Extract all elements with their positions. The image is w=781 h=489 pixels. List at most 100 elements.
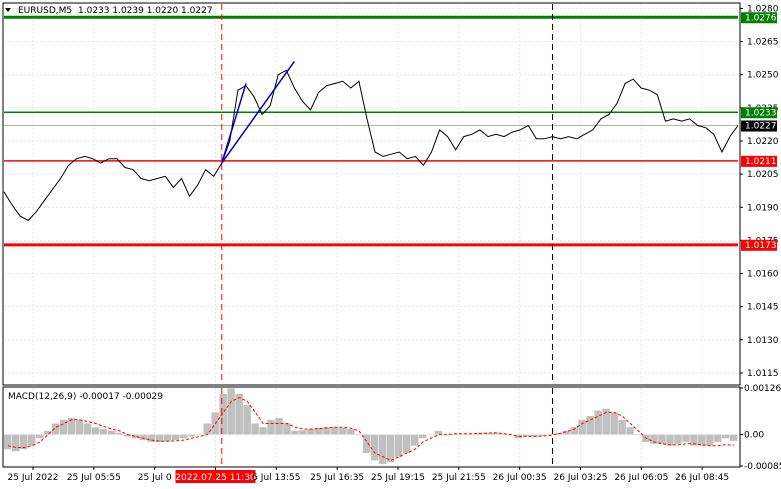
macd-bar — [626, 427, 634, 435]
macd-bar — [674, 434, 682, 444]
macd-bar — [698, 434, 706, 446]
y-tick-label: 1.0160 — [747, 270, 779, 280]
macd-histogram — [4, 388, 738, 465]
macd-bar — [35, 434, 44, 439]
x-tick-label: 25 Jul 0 — [138, 473, 172, 483]
macd-y-axis: 0.00126 0.00 -0.00085 — [740, 384, 781, 472]
markers-group — [221, 4, 553, 466]
macd-bar — [275, 417, 283, 435]
chevron-down-icon[interactable] — [5, 8, 11, 12]
level-badge — [741, 155, 777, 167]
macd-bar — [171, 434, 180, 441]
macd-bar — [602, 408, 610, 435]
grid — [4, 4, 738, 466]
macd-bar — [434, 430, 443, 435]
macd-bar — [722, 434, 730, 439]
level-badge — [741, 120, 777, 132]
macd-signal-line — [7, 397, 735, 462]
macd-bar — [147, 434, 156, 442]
x-tick-label: 26 Jul 00:35 — [493, 473, 547, 483]
price-line — [3, 69, 739, 222]
macd-signal-group — [7, 397, 735, 462]
macd-bar — [394, 434, 403, 457]
trend-line — [221, 61, 295, 164]
macd-bar — [331, 427, 339, 435]
macd-bar — [650, 434, 658, 444]
macd-bar — [586, 416, 594, 435]
y-tick-label: 1.0265 — [747, 38, 779, 48]
macd-bar — [139, 434, 148, 441]
level-badge-label: 1.0233 — [745, 108, 777, 118]
macd-bar — [418, 434, 427, 439]
macd-bar — [347, 429, 355, 435]
x-tick-label: 26 Jul 08:45 — [675, 473, 729, 483]
y-tick-label: 1.0190 — [747, 203, 779, 213]
macd-bar — [498, 433, 507, 435]
level-badges: 1.0276 1.0233 1.0227 1.0211 1.0173 — [741, 12, 777, 251]
macd-bar — [123, 434, 132, 437]
y-tick-label: 1.0115 — [747, 369, 779, 379]
macd-bar — [27, 434, 36, 446]
macd-bar — [11, 434, 20, 452]
macd-bar — [554, 432, 562, 435]
macd-bar — [315, 427, 323, 435]
macd-bar — [634, 434, 642, 436]
y-tick-label: -0.00085 — [744, 462, 781, 472]
macd-bar — [227, 388, 235, 435]
macd-bar — [482, 432, 491, 435]
x-tick-label: 2022.07.25 11:30 — [175, 473, 256, 483]
macd-bar — [219, 393, 227, 435]
macd-bar — [666, 434, 674, 446]
x-tick-label: 25 Jul 21:55 — [432, 473, 486, 483]
level-badge-label: 1.0227 — [745, 122, 777, 132]
macd-bar — [283, 423, 291, 435]
macd-bar — [107, 430, 116, 435]
macd-bar — [291, 430, 299, 435]
x-tick-label: 26 Jul 03:25 — [554, 473, 608, 483]
macd-bar — [115, 432, 124, 435]
macd-bar — [59, 419, 68, 435]
macd-bar — [570, 427, 578, 435]
price-group — [3, 69, 739, 222]
trend-line — [221, 83, 247, 164]
price-panel-frame — [2, 2, 741, 386]
macd-bar — [91, 427, 100, 435]
macd-bar — [610, 412, 618, 435]
macd-bar — [99, 429, 108, 435]
macd-bar — [4, 434, 12, 450]
macd-bar — [594, 410, 602, 435]
macd-bar — [163, 434, 172, 442]
y-tick-label: 0.00126 — [744, 384, 781, 394]
macd-bar — [299, 430, 307, 435]
macd-bar — [371, 434, 379, 461]
macd-bar — [187, 434, 195, 437]
x-tick-highlight — [175, 470, 256, 483]
y-tick-label: 1.0280 — [747, 4, 779, 14]
x-tick-label: 25 Jul 2022 — [8, 473, 59, 483]
macd-bar — [562, 430, 570, 435]
x-tick-label: 26 Jul 06:05 — [614, 473, 668, 483]
macd-bar — [458, 433, 467, 435]
macd-bar — [386, 434, 395, 463]
x-tick-label: 25 Jul 16:35 — [310, 473, 364, 483]
macd-bar — [155, 434, 164, 442]
chart-symbol: EURUSD,M5 — [18, 6, 72, 16]
macd-bar — [179, 434, 187, 439]
macd-bar — [490, 432, 499, 435]
y-tick-label: 1.0220 — [747, 137, 779, 147]
macd-bar — [514, 434, 523, 439]
macd-bar — [259, 427, 267, 435]
macd-bar — [706, 434, 714, 446]
macd-bar — [355, 434, 363, 436]
macd-bar — [235, 393, 243, 435]
trend-lines-group — [221, 61, 295, 164]
macd-label: MACD(12,26,9) -0.00017 -0.00029 — [8, 392, 163, 402]
macd-bar — [378, 434, 387, 465]
macd-bar — [426, 434, 435, 436]
macd-bar — [267, 419, 275, 435]
macd-bar — [690, 434, 698, 446]
macd-bar — [530, 434, 539, 437]
macd-bar — [538, 434, 547, 436]
macd-bar — [730, 434, 738, 441]
